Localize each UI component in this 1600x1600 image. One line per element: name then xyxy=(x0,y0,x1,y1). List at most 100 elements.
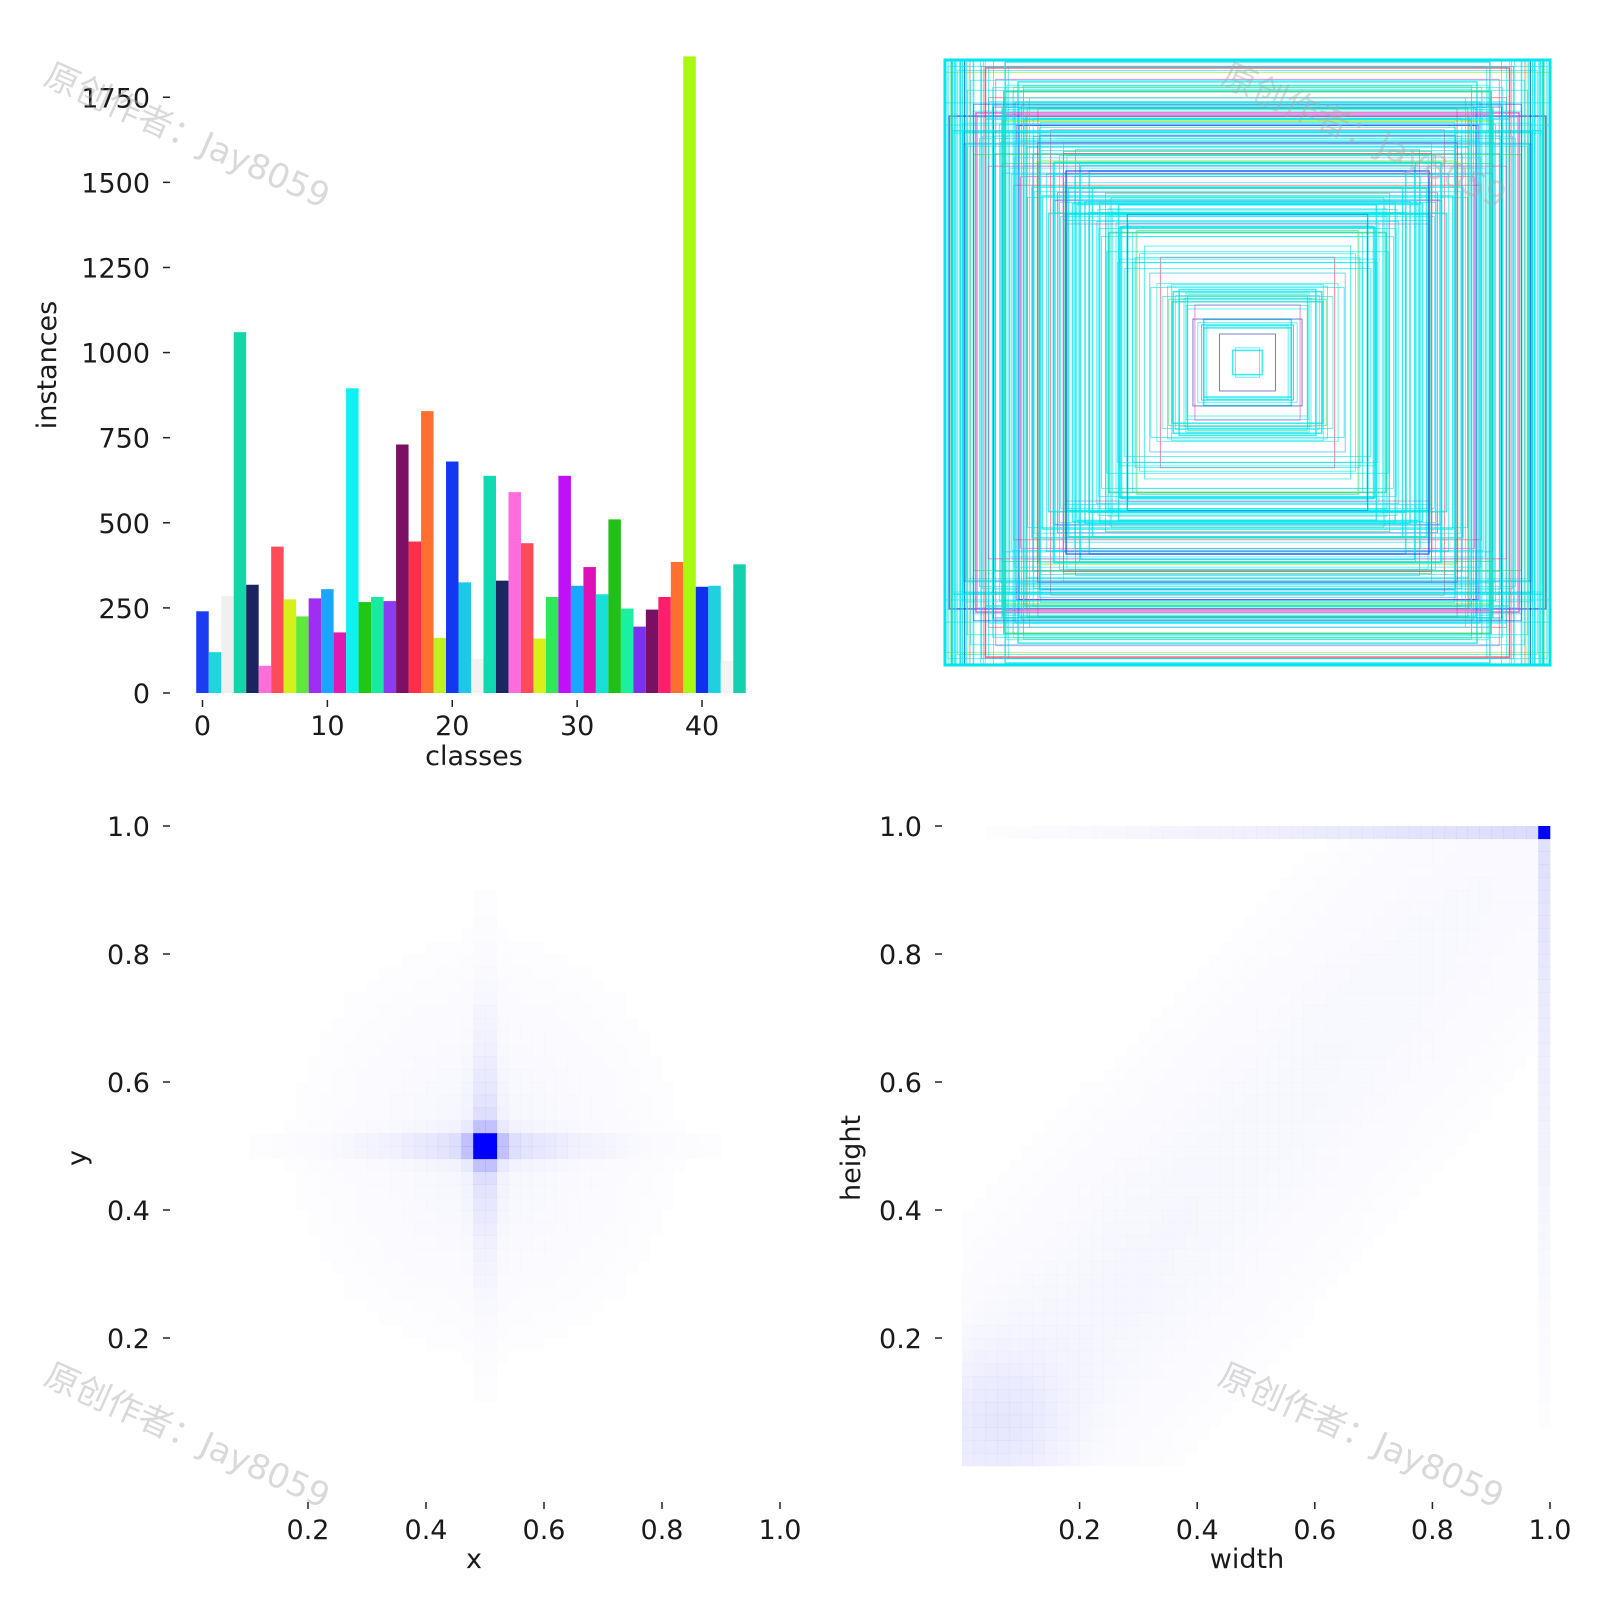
heatmap-cell xyxy=(1068,1146,1080,1159)
heatmap-cell xyxy=(379,1018,391,1031)
heatmap-cell xyxy=(615,1082,627,1095)
heatmap-cell xyxy=(332,1069,344,1082)
heatmap-cell xyxy=(1009,1300,1021,1313)
heatmap-cell xyxy=(1374,903,1386,916)
heatmap-cell xyxy=(1385,890,1397,903)
heatmap-cell xyxy=(1056,1300,1068,1313)
heatmap-cell xyxy=(402,1082,414,1095)
heatmap-cell xyxy=(1056,1236,1068,1249)
heatmap-cell xyxy=(1327,1095,1339,1108)
heatmap-cell xyxy=(1315,903,1327,916)
heatmap-cell xyxy=(627,1210,639,1223)
heatmap-cell xyxy=(1009,1312,1021,1325)
heatmap-cell xyxy=(568,1312,580,1325)
heatmap-cell xyxy=(1103,1095,1115,1108)
heatmap-cell xyxy=(1338,941,1350,954)
heatmap-cell xyxy=(1232,1351,1244,1364)
class-bar xyxy=(333,632,347,693)
heatmap-cell xyxy=(1256,1018,1268,1031)
heatmap-cell xyxy=(1068,1108,1080,1121)
heatmap-cell xyxy=(986,1184,998,1197)
bbox-rect xyxy=(1058,202,1437,523)
bbox-rect xyxy=(1172,290,1323,435)
heatmap-cell xyxy=(1468,1095,1480,1108)
xy-heatmap-cells xyxy=(249,903,662,1389)
heatmap-cell xyxy=(520,1082,532,1095)
heatmap-cell xyxy=(509,941,521,954)
heatmap-cell xyxy=(1256,1274,1268,1287)
heatmap-cell xyxy=(1327,1184,1339,1197)
heatmap-cell xyxy=(1221,1018,1233,1031)
heatmap-cell xyxy=(473,903,485,916)
heatmap-cell xyxy=(509,1248,521,1261)
heatmap-cell xyxy=(473,1210,486,1224)
heatmap-cell xyxy=(1221,1031,1233,1044)
heatmap-cell xyxy=(555,1133,568,1147)
heatmap-cell xyxy=(986,1210,998,1223)
heatmap-cell xyxy=(426,1018,438,1031)
heatmap-cell xyxy=(343,1018,355,1031)
heatmap-cell xyxy=(1491,1069,1503,1082)
heatmap-cell xyxy=(1444,1133,1456,1146)
class-bar xyxy=(396,444,409,693)
heatmap-cell xyxy=(509,1325,521,1338)
heatmap-cell xyxy=(485,1069,498,1083)
heatmap-cell xyxy=(1538,1069,1551,1083)
heatmap-cell xyxy=(1409,1146,1421,1159)
heatmap-cell xyxy=(579,1197,591,1210)
heatmap-cell xyxy=(1350,864,1362,877)
heatmap-cell xyxy=(1315,1044,1327,1057)
heatmap-cell xyxy=(1080,1210,1092,1223)
heatmap-cell xyxy=(497,1274,509,1287)
heatmap-cell xyxy=(1538,1082,1551,1096)
heatmap-cell xyxy=(1150,1351,1162,1364)
heatmap-cell xyxy=(391,1069,403,1082)
heatmap-cell xyxy=(1103,1069,1115,1082)
heatmap-cell xyxy=(461,1325,473,1338)
heatmap-cell xyxy=(1056,1350,1069,1364)
heatmap-cell xyxy=(1291,903,1303,916)
heatmap-cell xyxy=(1432,1159,1444,1172)
heatmap-cell xyxy=(437,1146,450,1160)
heatmap-cell xyxy=(1033,1312,1045,1325)
heatmap-cell xyxy=(1209,1248,1221,1261)
heatmap-cell xyxy=(473,1171,486,1185)
heatmap-cell xyxy=(568,1236,580,1249)
heatmap-cell xyxy=(249,1146,261,1159)
heatmap-cell xyxy=(332,1248,344,1261)
heatmap-cell xyxy=(1232,1095,1244,1108)
heatmap-cell xyxy=(603,1095,615,1108)
heatmap-cell xyxy=(379,1159,391,1172)
heatmap-cell xyxy=(1362,1172,1374,1185)
heatmap-cell xyxy=(473,1376,485,1389)
heatmap-cell xyxy=(438,1069,450,1082)
heatmap-cell xyxy=(650,1184,662,1197)
heatmap-cell xyxy=(438,980,450,993)
class-bar xyxy=(471,658,484,693)
heatmap-cell xyxy=(1479,1044,1491,1057)
heatmap-cell xyxy=(249,1133,261,1146)
heatmap-cell xyxy=(1127,1325,1139,1338)
heatmap-cell xyxy=(1291,1120,1303,1133)
heatmap-cell xyxy=(1362,1069,1374,1082)
heatmap-cell xyxy=(1456,852,1468,865)
heatmap-cell xyxy=(579,992,591,1005)
heatmap-cell xyxy=(1468,1108,1480,1121)
heatmap-cell xyxy=(1385,1082,1397,1095)
heatmap-cell xyxy=(1197,1031,1209,1044)
class-bar xyxy=(695,586,709,693)
heatmap-cell xyxy=(414,954,426,967)
class-bar xyxy=(246,584,259,693)
heatmap-cell xyxy=(485,1364,497,1377)
heatmap-cell xyxy=(1444,864,1456,877)
bbox-rect xyxy=(1013,157,1482,568)
heatmap-cell xyxy=(973,1376,986,1390)
heatmap-cell xyxy=(1268,1300,1280,1313)
heatmap-cell xyxy=(556,1248,568,1261)
y-tick-label: 0.2 xyxy=(107,1324,150,1355)
heatmap-cell xyxy=(1291,826,1304,840)
heatmap-cell xyxy=(1150,1031,1162,1044)
xy-axes: 0.20.40.60.81.00.2 0.4 0.6 0.8 1.0 xyxy=(107,812,801,1546)
heatmap-cell xyxy=(591,1287,603,1300)
heatmap-cell xyxy=(1080,1261,1092,1274)
